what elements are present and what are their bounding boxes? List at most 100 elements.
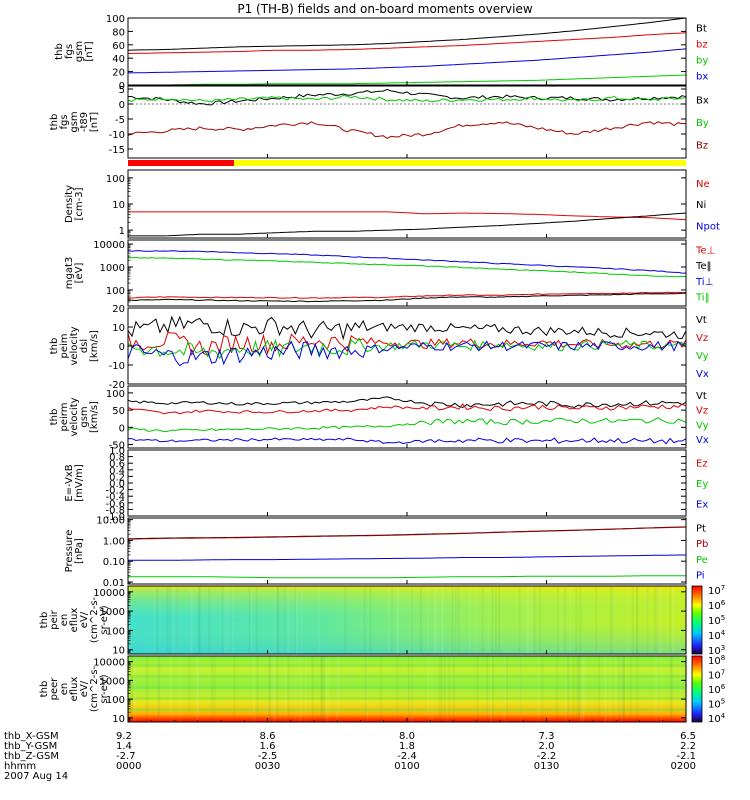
spectrogram-texture [157, 656, 160, 722]
spectrogram-texture [595, 586, 598, 654]
y-tick-label: 0.01 [103, 578, 125, 589]
y-tick-label: 0.2 [109, 472, 125, 483]
spectrogram-texture [300, 656, 303, 722]
spectrogram-texture [210, 656, 213, 722]
x-tick-label: -2.1 [676, 751, 696, 762]
spectrogram-texture [294, 586, 297, 654]
spectrogram-texture [427, 656, 430, 722]
x-tick-label: 7.3 [539, 731, 555, 742]
spectrogram-texture [396, 656, 399, 722]
spectrogram-texture [129, 586, 132, 654]
spectrogram-texture [645, 586, 648, 654]
spectrogram-texture [618, 656, 621, 722]
spectrogram-texture [572, 656, 575, 722]
colorbar-tick-label: 106 [708, 683, 726, 696]
spectrogram-texture [604, 656, 607, 722]
spectrogram-texture [133, 656, 135, 722]
x-tick-label: 0130 [534, 761, 559, 772]
y-axis-label: sr-eV) [99, 605, 110, 634]
x-row-label: thb_X-GSM [4, 731, 59, 742]
spectrogram-texture [397, 586, 400, 654]
spectrogram-texture [443, 656, 446, 722]
spectrogram-texture [409, 586, 412, 654]
spectrogram-texture [446, 656, 449, 722]
spectrogram [128, 656, 686, 722]
spectrogram-texture [419, 586, 422, 654]
y-axis-label: peir [49, 609, 60, 629]
legend-label-3: by [696, 56, 708, 67]
spectrogram-texture [168, 586, 171, 654]
legend-label-3: Pe [696, 555, 708, 566]
x-row-label: 2007 Aug 14 [4, 771, 68, 782]
spectrogram-texture [380, 656, 383, 722]
y-axis-label: (cm^2-s- [89, 665, 100, 712]
spectrogram-texture [582, 656, 585, 722]
y-axis-label: fgs [64, 44, 75, 59]
spectrogram-texture [256, 656, 259, 722]
spectrogram-texture [298, 656, 301, 722]
legend-label-1: Bt [696, 24, 707, 35]
spectrogram-texture [537, 656, 540, 722]
spectrogram-texture [190, 586, 193, 654]
colorbar-tick-label: 104 [708, 629, 726, 642]
spectrogram-texture [196, 656, 199, 722]
y-tick-label: -0.6 [105, 499, 125, 510]
spectrogram-texture [311, 656, 314, 722]
legend-label-2: Vz [696, 406, 708, 417]
spectrogram-texture [198, 586, 201, 654]
panel-3: 1 10 100 Density [cm-3] Ne Ni Npot [64, 169, 720, 239]
spectrogram-texture [430, 656, 433, 722]
y-tick-label: 1000 [100, 676, 125, 687]
spectrogram-texture [146, 656, 149, 722]
y-tick-label: 0 [119, 342, 125, 353]
spectrogram-texture [636, 656, 639, 722]
y-axis-label: en [59, 683, 70, 696]
y-tick-label: 10 [112, 200, 125, 211]
spectrogram-texture [344, 586, 347, 654]
spectrogram-texture [233, 656, 236, 722]
y-tick-label: 100 [106, 286, 125, 297]
series-line-bt [127, 17, 687, 51]
panel-7: -1.0-0.8-0.6-0.4-0.20.00.20.40.60.81.0 E=… [64, 446, 708, 523]
spectrogram-texture [304, 656, 307, 722]
spectrogram-texture [441, 586, 444, 654]
spectrogram-texture [363, 586, 366, 654]
y-tick-label: -0.2 [105, 486, 125, 497]
x-tick-label: 0100 [394, 761, 419, 772]
x-row-label: hhmm [4, 761, 36, 772]
spectrogram-texture [525, 586, 528, 654]
spectrogram-texture [336, 656, 339, 722]
legend-label-3: Bz [696, 141, 708, 152]
spectrogram-texture [528, 586, 531, 654]
colorbar-tick-label: 106 [708, 599, 726, 612]
spectrogram-texture [175, 586, 178, 654]
colorbar-tick-label: 104 [708, 712, 726, 725]
series-line-pi [128, 554, 686, 561]
y-axis-label: E=-VxB [64, 464, 75, 501]
y-tick-label: -1.0 [105, 512, 125, 523]
spectrogram-texture [392, 586, 394, 654]
series-line-bx [127, 88, 687, 106]
y-axis-label: eflux [69, 608, 80, 633]
y-tick-label: 0 [119, 100, 125, 111]
spectrogram-texture [426, 586, 429, 654]
y-axis-label: peer [49, 677, 60, 701]
spectrogram-texture [578, 656, 581, 722]
series-line-pt [127, 526, 687, 540]
series-line-vt [127, 315, 687, 341]
spectrogram-texture [646, 586, 649, 654]
spectrogram-texture [158, 656, 161, 722]
y-axis-label: [nPa] [74, 538, 85, 564]
spectrogram-texture [657, 586, 660, 654]
spectrogram-texture [579, 656, 582, 722]
mode-bar-red [128, 160, 235, 166]
spectrogram-texture [654, 586, 656, 654]
spectrogram-texture [134, 656, 137, 722]
legend-label-2: Ni [696, 200, 706, 211]
y-axis-label: eV/ [79, 680, 90, 697]
series-line-ne [128, 211, 687, 221]
spectrogram-texture [318, 586, 321, 654]
legend-label-1: Vt [696, 391, 707, 402]
